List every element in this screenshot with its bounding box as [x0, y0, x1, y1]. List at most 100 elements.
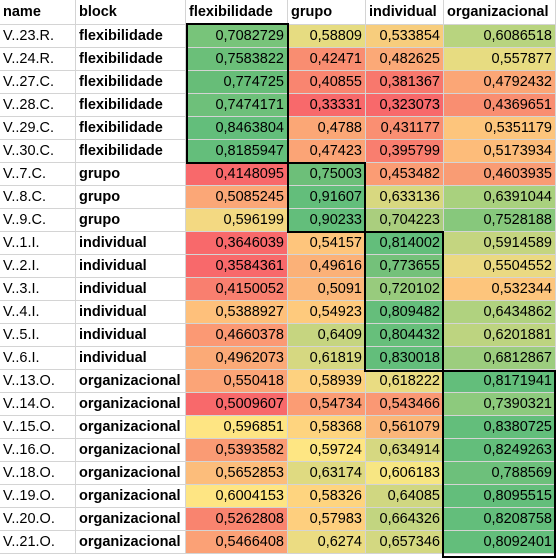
cell-flexibilidade[interactable]: 0,7474171: [186, 94, 288, 117]
cell-organizacional[interactable]: 0,6201881: [444, 324, 556, 347]
cell-organizacional[interactable]: 0,8095515: [444, 485, 556, 508]
cell-flexibilidade[interactable]: 0,6004153: [186, 485, 288, 508]
cell-grupo[interactable]: 0,90233: [288, 209, 366, 232]
cell-block[interactable]: individual: [76, 301, 186, 324]
header-flexibilidade[interactable]: flexibilidade: [186, 0, 288, 25]
cell-grupo[interactable]: 0,58939: [288, 370, 366, 393]
cell-flexibilidade[interactable]: 0,3646039: [186, 232, 288, 255]
header-name[interactable]: name: [0, 0, 76, 25]
cell-grupo[interactable]: 0,54734: [288, 393, 366, 416]
cell-individual[interactable]: 0,809482: [366, 301, 444, 324]
cell-name[interactable]: V..6.I.: [0, 347, 76, 370]
cell-name[interactable]: V..3.I.: [0, 278, 76, 301]
cell-organizacional[interactable]: 0,557877: [444, 48, 556, 71]
cell-individual[interactable]: 0,543466: [366, 393, 444, 416]
cell-name[interactable]: V..30.C.: [0, 140, 76, 163]
cell-name[interactable]: V..8.C.: [0, 186, 76, 209]
header-organizacional[interactable]: organizacional: [444, 0, 556, 25]
cell-organizacional[interactable]: 0,5504552: [444, 255, 556, 278]
cell-organizacional[interactable]: 0,6434862: [444, 301, 556, 324]
cell-organizacional[interactable]: 0,4369651: [444, 94, 556, 117]
cell-grupo[interactable]: 0,47423: [288, 140, 366, 163]
cell-organizacional[interactable]: 0,8171941: [444, 370, 556, 393]
cell-block[interactable]: organizacional: [76, 531, 186, 554]
cell-individual[interactable]: 0,830018: [366, 347, 444, 370]
cell-block[interactable]: organizacional: [76, 370, 186, 393]
cell-grupo[interactable]: 0,42471: [288, 48, 366, 71]
cell-flexibilidade[interactable]: 0,5262808: [186, 508, 288, 531]
cell-name[interactable]: V..5.I.: [0, 324, 76, 347]
cell-individual[interactable]: 0,533854: [366, 25, 444, 48]
cell-flexibilidade[interactable]: 0,7082729: [186, 25, 288, 48]
cell-grupo[interactable]: 0,63174: [288, 462, 366, 485]
cell-flexibilidade[interactable]: 0,774725: [186, 71, 288, 94]
cell-flexibilidade[interactable]: 0,4962073: [186, 347, 288, 370]
cell-individual[interactable]: 0,704223: [366, 209, 444, 232]
cell-organizacional[interactable]: 0,6086518: [444, 25, 556, 48]
cell-individual[interactable]: 0,395799: [366, 140, 444, 163]
cell-name[interactable]: V..14.O.: [0, 393, 76, 416]
cell-block[interactable]: organizacional: [76, 508, 186, 531]
cell-block[interactable]: individual: [76, 232, 186, 255]
cell-flexibilidade[interactable]: 0,8185947: [186, 140, 288, 163]
cell-grupo[interactable]: 0,54157: [288, 232, 366, 255]
cell-name[interactable]: V..13.O.: [0, 370, 76, 393]
cell-organizacional[interactable]: 0,8208758: [444, 508, 556, 531]
cell-flexibilidade[interactable]: 0,5393582: [186, 439, 288, 462]
cell-flexibilidade[interactable]: 0,4148095: [186, 163, 288, 186]
cell-individual[interactable]: 0,381367: [366, 71, 444, 94]
cell-block[interactable]: organizacional: [76, 485, 186, 508]
cell-block[interactable]: flexibilidade: [76, 140, 186, 163]
cell-block[interactable]: flexibilidade: [76, 48, 186, 71]
cell-block[interactable]: organizacional: [76, 439, 186, 462]
cell-individual[interactable]: 0,634914: [366, 439, 444, 462]
cell-name[interactable]: V..29.C.: [0, 117, 76, 140]
cell-block[interactable]: individual: [76, 347, 186, 370]
cell-block[interactable]: organizacional: [76, 462, 186, 485]
cell-individual[interactable]: 0,814002: [366, 232, 444, 255]
cell-organizacional[interactable]: 0,5351179: [444, 117, 556, 140]
cell-flexibilidade[interactable]: 0,5085245: [186, 186, 288, 209]
cell-name[interactable]: V..16.O.: [0, 439, 76, 462]
cell-grupo[interactable]: 0,49616: [288, 255, 366, 278]
cell-organizacional[interactable]: 0,8092401: [444, 531, 556, 554]
cell-grupo[interactable]: 0,5091: [288, 278, 366, 301]
cell-individual[interactable]: 0,773655: [366, 255, 444, 278]
cell-name[interactable]: V..4.I.: [0, 301, 76, 324]
cell-name[interactable]: V..9.C.: [0, 209, 76, 232]
cell-individual[interactable]: 0,482625: [366, 48, 444, 71]
cell-block[interactable]: individual: [76, 255, 186, 278]
cell-block[interactable]: organizacional: [76, 393, 186, 416]
cell-grupo[interactable]: 0,75003: [288, 163, 366, 186]
cell-grupo[interactable]: 0,6274: [288, 531, 366, 554]
cell-individual[interactable]: 0,720102: [366, 278, 444, 301]
cell-organizacional[interactable]: 0,4603935: [444, 163, 556, 186]
cell-grupo[interactable]: 0,58368: [288, 416, 366, 439]
cell-block[interactable]: individual: [76, 324, 186, 347]
cell-block[interactable]: grupo: [76, 209, 186, 232]
cell-individual[interactable]: 0,323073: [366, 94, 444, 117]
cell-name[interactable]: V..1.I.: [0, 232, 76, 255]
cell-block[interactable]: grupo: [76, 163, 186, 186]
cell-name[interactable]: V..28.C.: [0, 94, 76, 117]
cell-name[interactable]: V..23.R.: [0, 25, 76, 48]
cell-name[interactable]: V..7.C.: [0, 163, 76, 186]
cell-flexibilidade[interactable]: 0,5009607: [186, 393, 288, 416]
cell-flexibilidade[interactable]: 0,8463804: [186, 117, 288, 140]
cell-organizacional[interactable]: 0,5173934: [444, 140, 556, 163]
cell-individual[interactable]: 0,618222: [366, 370, 444, 393]
cell-block[interactable]: grupo: [76, 186, 186, 209]
cell-flexibilidade[interactable]: 0,596851: [186, 416, 288, 439]
cell-grupo[interactable]: 0,58809: [288, 25, 366, 48]
cell-block[interactable]: flexibilidade: [76, 94, 186, 117]
cell-flexibilidade[interactable]: 0,5388927: [186, 301, 288, 324]
cell-grupo[interactable]: 0,91607: [288, 186, 366, 209]
cell-grupo[interactable]: 0,59724: [288, 439, 366, 462]
cell-flexibilidade[interactable]: 0,3584361: [186, 255, 288, 278]
cell-grupo[interactable]: 0,6409: [288, 324, 366, 347]
cell-name[interactable]: V..19.O.: [0, 485, 76, 508]
header-individual[interactable]: individual: [366, 0, 444, 25]
cell-organizacional[interactable]: 0,7528188: [444, 209, 556, 232]
cell-organizacional[interactable]: 0,6391044: [444, 186, 556, 209]
cell-name[interactable]: V..2.I.: [0, 255, 76, 278]
